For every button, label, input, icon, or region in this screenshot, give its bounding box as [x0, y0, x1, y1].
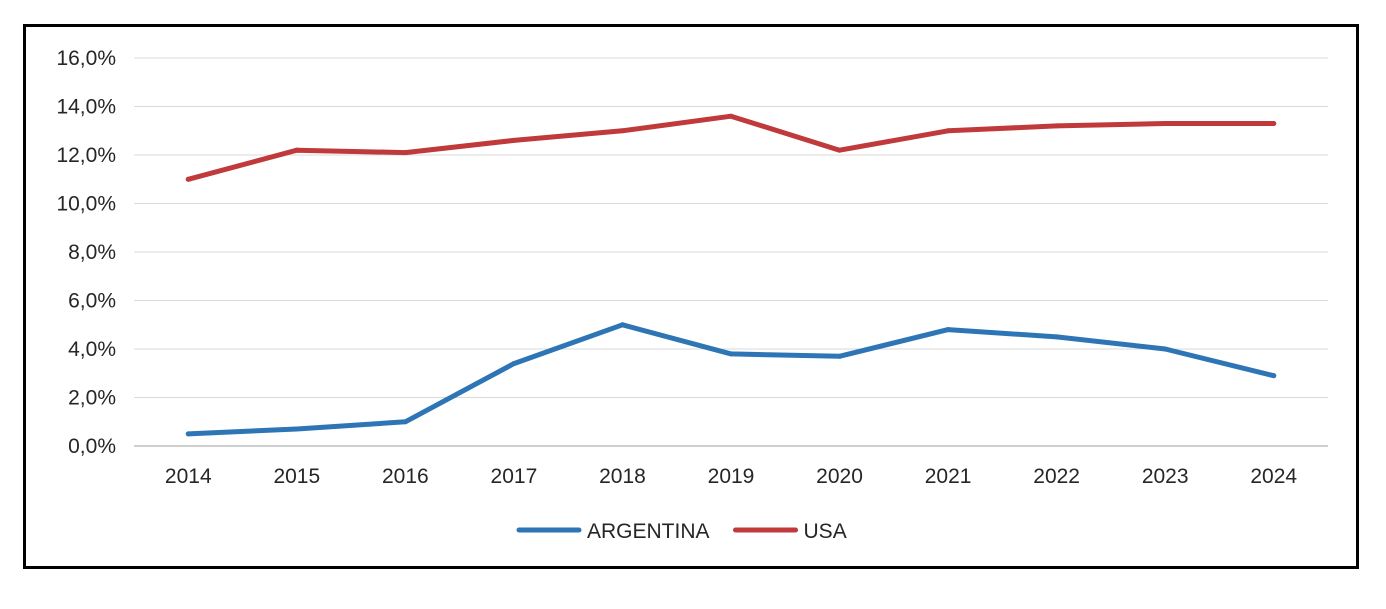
x-axis-ticks: 2014 2015 2016 2017 2018 2019 2020 2021 2022 2023… [165, 465, 1297, 488]
data-point-argentina [728, 351, 734, 357]
data-point-argentina [945, 327, 951, 333]
x-tick-label: 2024 [1250, 465, 1297, 488]
y-tick-label: 6,0% [68, 290, 116, 313]
series-line-argentina [185, 322, 1277, 437]
x-tick-label: 2018 [599, 465, 646, 488]
x-tick-label: 2022 [1033, 465, 1080, 488]
y-tick-label: 14,0% [56, 96, 116, 119]
x-tick-label: 2017 [491, 465, 538, 488]
chart-frame [23, 24, 1359, 569]
series-line-usa [185, 113, 1277, 182]
y-tick-label: 16,0% [56, 47, 116, 70]
data-point-usa [185, 176, 191, 182]
data-point-usa [294, 147, 300, 153]
y-tick-label: 12,0% [56, 144, 116, 167]
x-tick-label: 2023 [1142, 465, 1189, 488]
x-tick-label: 2019 [708, 465, 755, 488]
data-point-usa [511, 137, 517, 143]
y-tick-label: 0,0% [68, 435, 116, 458]
x-tick-label: 2016 [382, 465, 429, 488]
y-tick-label: 2,0% [68, 387, 116, 410]
data-point-argentina [294, 426, 300, 432]
y-tick-label: 10,0% [56, 193, 116, 216]
x-tick-label: 2014 [165, 465, 212, 488]
data-point-argentina [1054, 334, 1060, 340]
series-lines [185, 113, 1277, 437]
data-point-argentina [619, 322, 625, 328]
data-point-argentina [1162, 346, 1168, 352]
x-tick-label: 2021 [925, 465, 972, 488]
data-point-argentina [511, 361, 517, 367]
data-point-argentina [837, 353, 843, 359]
data-point-usa [1054, 123, 1060, 129]
data-point-usa [1162, 120, 1168, 126]
data-point-usa [945, 128, 951, 134]
x-tick-label: 2020 [816, 465, 863, 488]
data-point-argentina [185, 431, 191, 437]
legend-label-usa: USA [804, 520, 847, 543]
y-tick-label: 4,0% [68, 338, 116, 361]
data-point-usa [402, 150, 408, 156]
y-tick-label: 8,0% [68, 241, 116, 264]
y-axis-ticks: 0,0% 2,0% 4,0% 6,0% 8,0% 10,0% 12,0% 14,0% 16,0% [56, 47, 116, 458]
legend: ARGENTINA USA [516, 520, 847, 543]
data-point-usa [1271, 120, 1277, 126]
data-point-argentina [1271, 373, 1277, 379]
legend-label-argentina: ARGENTINA [587, 520, 710, 543]
data-point-argentina [402, 419, 408, 425]
data-point-usa [619, 128, 625, 134]
gridlines [134, 57, 1328, 447]
x-tick-label: 2015 [273, 465, 320, 488]
data-point-usa [837, 147, 843, 153]
data-point-usa [728, 113, 734, 119]
